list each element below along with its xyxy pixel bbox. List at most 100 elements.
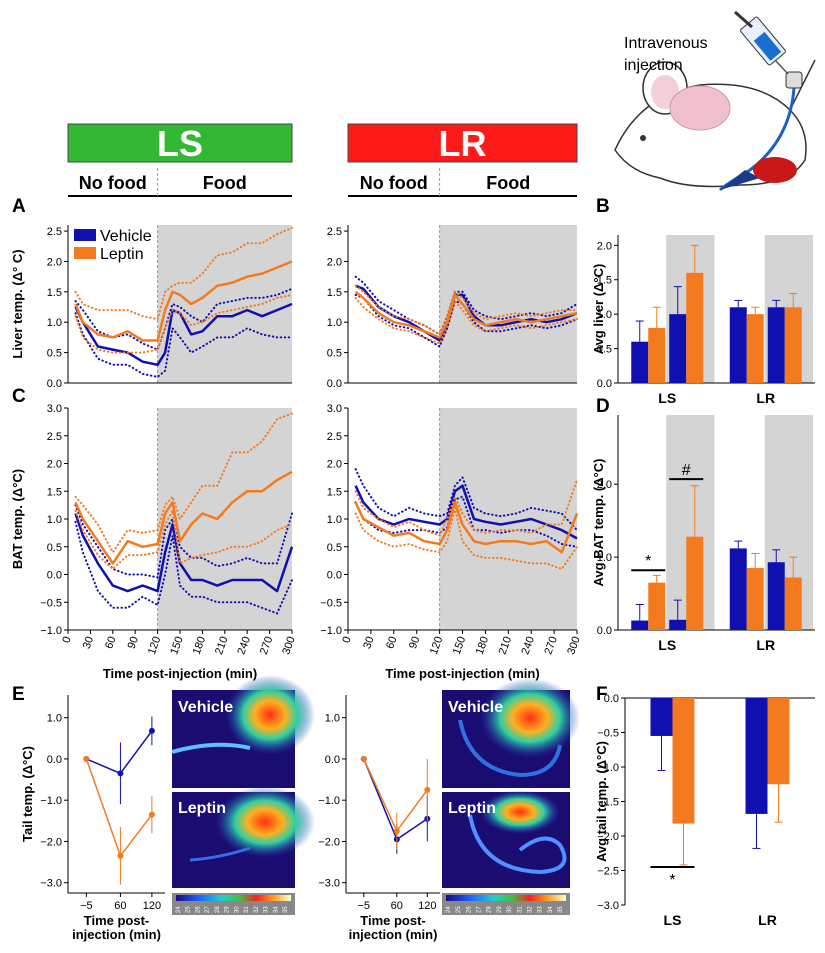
colorbar-tick: 29 xyxy=(225,906,231,913)
y-tick-label: 0.0 xyxy=(325,754,340,766)
y-tick-label: 1.0 xyxy=(597,552,612,564)
x-tick-label: 60 xyxy=(114,900,126,912)
bar xyxy=(767,698,790,785)
x-tick-label: 240 xyxy=(519,635,537,656)
y-tick-label: −3.0 xyxy=(597,900,619,912)
y-tick-label: 0.5 xyxy=(327,348,342,360)
band-line xyxy=(354,495,578,548)
bar xyxy=(767,307,785,383)
colorbar-tick: 30 xyxy=(507,906,513,913)
colorbar-tick: 25 xyxy=(186,906,192,913)
x-axis-label: Time post-injection (min) xyxy=(103,666,257,681)
thermal-label: Vehicle xyxy=(448,699,503,716)
colorbar-tick: 32 xyxy=(254,906,260,913)
y-tick-label: 1.5 xyxy=(327,486,342,498)
x-tick-label: 150 xyxy=(168,635,186,656)
x-tick-label: 90 xyxy=(126,635,141,651)
y-tick-label: 1.0 xyxy=(597,309,612,321)
y-tick-label: −0.5 xyxy=(40,597,62,609)
thermal-label: Leptin xyxy=(448,800,496,817)
category-label: LR xyxy=(756,637,775,653)
panel-letter: D xyxy=(596,396,610,417)
y-tick-label: 0.0 xyxy=(597,378,612,390)
category-label: LR xyxy=(758,912,777,928)
mouse-illustration xyxy=(614,10,816,192)
bar xyxy=(631,341,649,383)
colorbar-tick: 35 xyxy=(283,906,289,913)
series-line xyxy=(74,470,293,565)
colorbar-tick: 31 xyxy=(244,906,250,913)
colorbar-tick: 28 xyxy=(487,906,493,913)
y-tick-label: 0.0 xyxy=(47,570,62,582)
phase-label: No food xyxy=(360,173,428,193)
y-tick-label: −0.5 xyxy=(320,597,342,609)
x-tick-label: −5 xyxy=(358,900,371,912)
band-line xyxy=(74,507,293,571)
colorbar-tick: 27 xyxy=(477,906,483,913)
y-tick-label: 1.5 xyxy=(327,287,342,299)
colorbar-tick: 34 xyxy=(273,906,279,913)
y-tick-label: 0.5 xyxy=(47,348,62,360)
x-tick-label: 240 xyxy=(235,635,253,656)
x-axis-label: Time post- xyxy=(84,913,150,928)
phase-label: No food xyxy=(79,173,147,193)
bar xyxy=(648,582,666,630)
y-tick-label: 0.0 xyxy=(47,378,62,390)
category-label: LR xyxy=(756,390,775,406)
illustration-label: Intravenous xyxy=(624,35,708,52)
colorbar-tick: 31 xyxy=(517,906,523,913)
series-line xyxy=(354,290,578,339)
panel-letter: B xyxy=(596,196,610,217)
group-header xyxy=(347,123,578,163)
band-line xyxy=(354,507,578,571)
y-tick-label: 1.0 xyxy=(327,514,342,526)
x-axis-label: Time post-injection (min) xyxy=(385,666,539,681)
point xyxy=(148,727,155,734)
y-tick-label: 0.0 xyxy=(327,378,342,390)
point xyxy=(393,828,400,835)
x-tick-label: 150 xyxy=(451,635,469,656)
x-tick-label: 30 xyxy=(361,635,376,651)
shaded-region xyxy=(439,225,577,383)
y-tick-label: −1.0 xyxy=(320,625,342,637)
colorbar-tick: 26 xyxy=(466,906,472,913)
shaded-region xyxy=(157,408,292,630)
y-tick-label: −1.0 xyxy=(40,625,62,637)
x-tick-label: 30 xyxy=(81,635,96,651)
y-tick-label: 0.0 xyxy=(604,693,619,705)
bar xyxy=(729,548,747,630)
bar xyxy=(650,698,673,736)
thermal-label: Vehicle xyxy=(178,699,233,716)
band-line xyxy=(354,284,578,336)
shaded-region xyxy=(157,225,292,383)
bar xyxy=(746,314,764,383)
x-tick-label: 210 xyxy=(213,635,231,656)
series-line xyxy=(86,730,153,775)
legend-swatch xyxy=(74,229,96,241)
bar xyxy=(686,272,704,383)
bar xyxy=(631,620,649,630)
bar xyxy=(767,562,785,630)
colorbar-tick: 33 xyxy=(264,906,270,913)
x-axis-label: injection (min) xyxy=(72,927,161,942)
bar xyxy=(784,307,802,383)
thermal-images xyxy=(171,675,580,915)
band-line xyxy=(354,468,578,532)
point xyxy=(83,755,90,762)
colorbar-tick: 35 xyxy=(558,906,564,913)
y-tick-label: −2.0 xyxy=(318,836,340,848)
colorbar-tick: 27 xyxy=(205,906,211,913)
colorbar-tick: 24 xyxy=(176,906,182,913)
colorbar-tick: 32 xyxy=(527,906,533,913)
legend-label: Leptin xyxy=(100,246,144,263)
y-tick-label: −2.0 xyxy=(40,836,62,848)
phase-label: Food xyxy=(203,173,247,193)
y-axis-label: Avg BAT temp. (Δ°C) xyxy=(591,459,606,587)
y-tick-label: −3.0 xyxy=(40,878,62,890)
series-line xyxy=(354,484,578,540)
y-tick-label: 0.0 xyxy=(327,570,342,582)
panel-letter: C xyxy=(12,386,26,407)
y-tick-label: −0.5 xyxy=(597,728,619,740)
category-label: LS xyxy=(658,637,676,653)
band-line xyxy=(354,293,578,348)
